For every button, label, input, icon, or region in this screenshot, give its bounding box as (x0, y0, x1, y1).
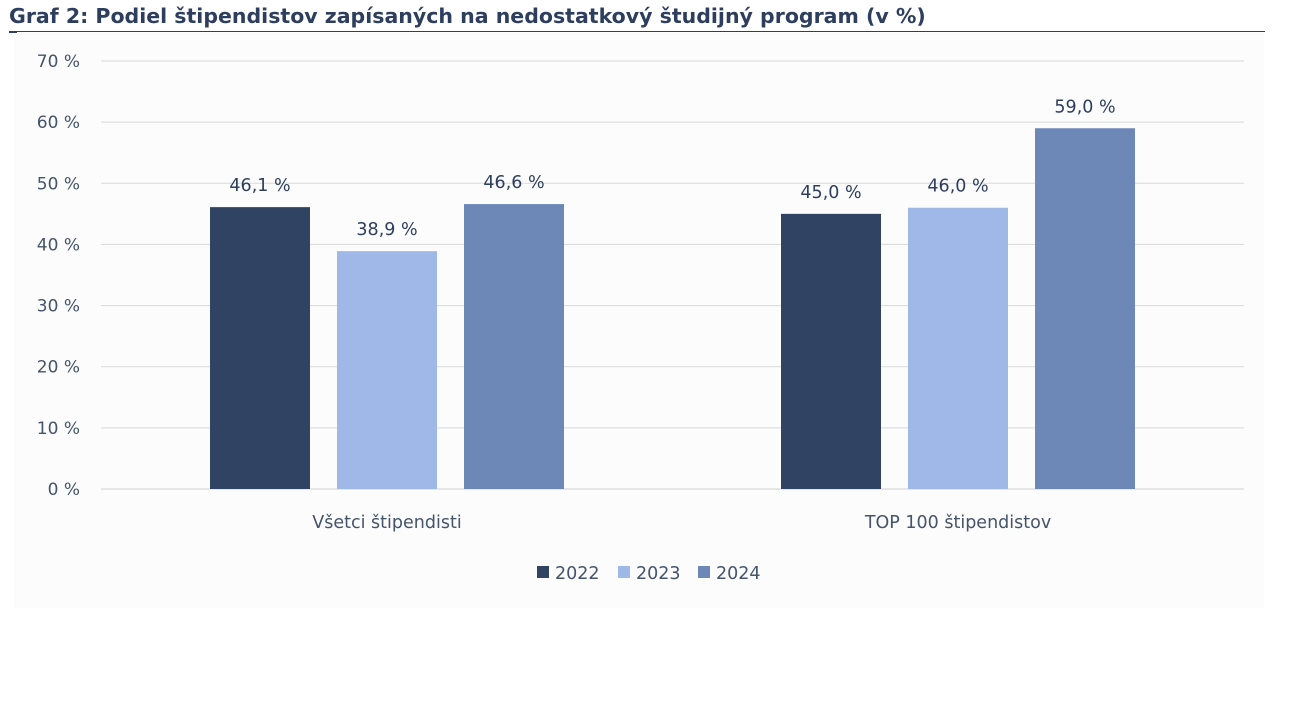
legend-swatch-2022 (537, 566, 549, 578)
bar-2023-2 (908, 207, 1008, 489)
y-tick-label: 50 % (37, 174, 80, 194)
y-tick-label: 30 % (37, 297, 80, 317)
data-label: 46,0 % (927, 177, 988, 197)
data-label: 46,6 % (483, 173, 544, 193)
legend-label: 2024 (716, 564, 761, 584)
y-tick-label: 20 % (37, 358, 80, 378)
y-tick-label: 10 % (37, 419, 80, 439)
y-tick-label: 0 % (48, 480, 80, 500)
legend-swatch-2024 (698, 566, 710, 578)
bar-2023-1 (337, 251, 437, 489)
legend-swatch-2023 (618, 566, 630, 578)
bar-2024-1 (464, 204, 564, 489)
bar-2024-2 (1035, 128, 1135, 489)
data-label: 59,0 % (1054, 97, 1115, 117)
bar-2022-1 (210, 207, 310, 490)
y-tick-label: 40 % (37, 235, 80, 255)
title-underline (9, 31, 1265, 32)
x-category-label: TOP 100 štipendistov (864, 513, 1051, 533)
legend-label: 2022 (555, 564, 600, 584)
y-tick-label: 70 % (37, 52, 80, 72)
legend-label: 2023 (636, 564, 681, 584)
x-category-label: Všetci štipendisti (312, 513, 461, 533)
data-label: 45,0 % (800, 183, 861, 203)
title-underline-mark (9, 31, 17, 33)
bar-2022-2 (781, 213, 881, 489)
chart-title: Graf 2: Podiel štipendistov zapísaných n… (9, 4, 926, 28)
y-tick-label: 60 % (37, 113, 80, 133)
data-label: 46,1 % (229, 176, 290, 196)
data-label: 38,9 % (356, 220, 417, 240)
